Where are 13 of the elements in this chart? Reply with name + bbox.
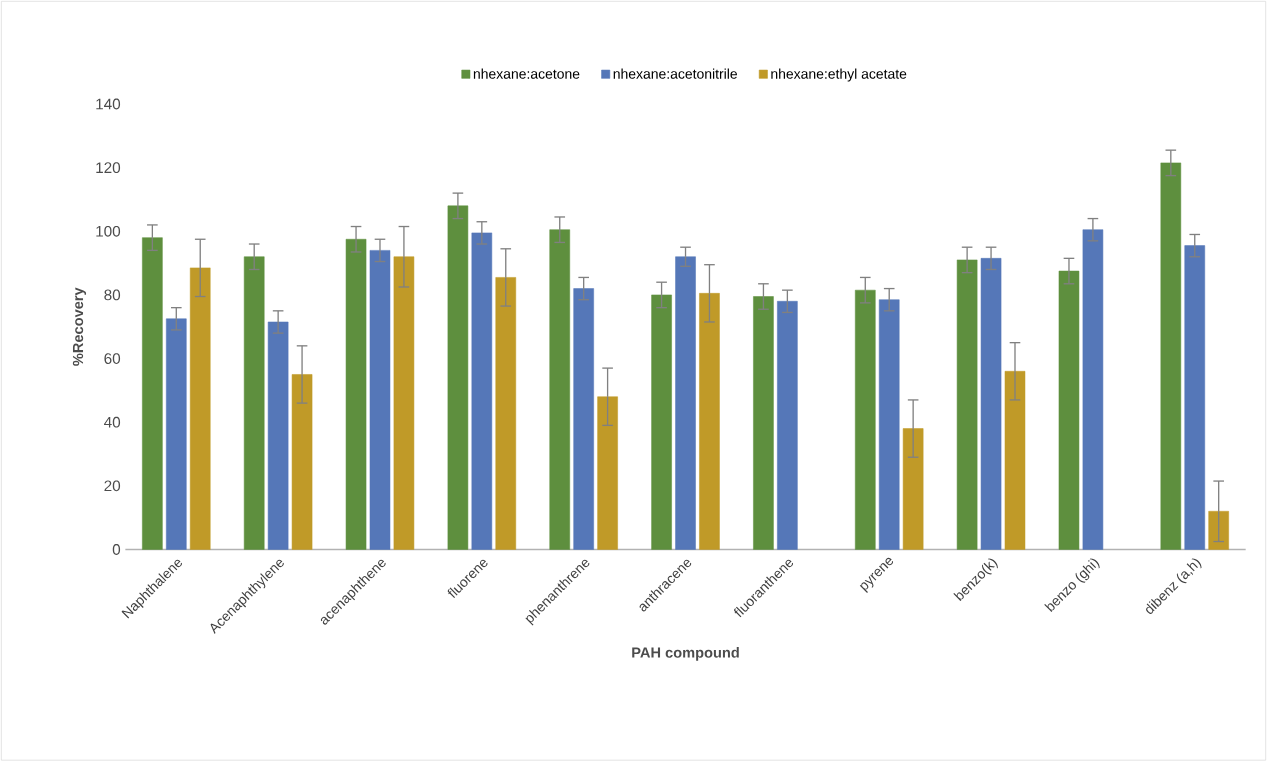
x-axis-title: PAH compound xyxy=(632,647,739,661)
y-tick-label: 20 xyxy=(104,480,121,492)
y-tick-label: 80 xyxy=(104,289,121,301)
y-tick-label: 0 xyxy=(112,544,121,556)
y-axis-title: %Recovery xyxy=(72,287,87,367)
y-tick-label: 60 xyxy=(104,353,121,365)
y-tick-label: 40 xyxy=(104,417,121,428)
y-tick-label: 100 xyxy=(96,226,121,237)
y-tick-label: 140 xyxy=(96,98,121,110)
y-tick-label: 120 xyxy=(96,162,121,174)
legend-label: nhexane:acetone xyxy=(473,68,580,80)
legend-label: nhexane:ethyl acetate xyxy=(771,68,907,82)
legend-label: nhexane:acetonitrile xyxy=(613,68,737,80)
